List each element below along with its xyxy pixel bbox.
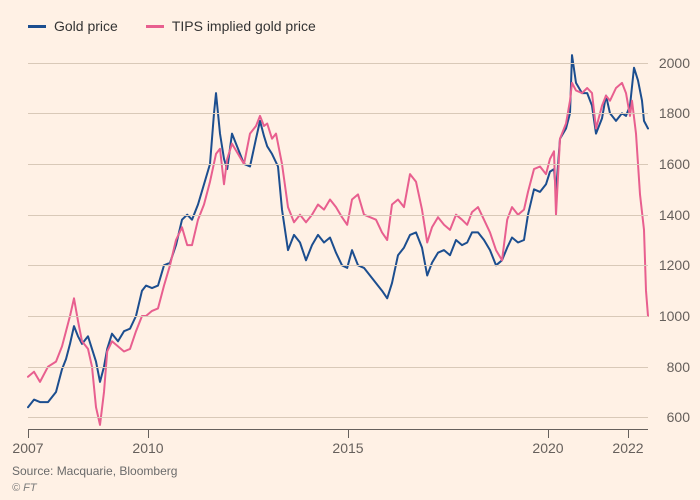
copyright-text: © FT xyxy=(12,482,37,494)
y-axis-label: 1800 xyxy=(659,105,690,121)
gridline xyxy=(28,316,648,317)
y-axis-label: 2000 xyxy=(659,55,690,71)
x-axis-label: 2007 xyxy=(12,440,43,456)
x-tick xyxy=(28,430,29,438)
x-tick xyxy=(628,430,629,438)
legend-swatch xyxy=(146,25,164,28)
gridline xyxy=(28,417,648,418)
y-axis-label: 1400 xyxy=(659,207,690,223)
gridline xyxy=(28,63,648,64)
y-axis-label: 1200 xyxy=(659,257,690,273)
legend-label: Gold price xyxy=(54,18,118,34)
series-line xyxy=(28,83,648,425)
line-chart-svg xyxy=(28,50,648,430)
series-line xyxy=(28,55,648,407)
legend-item-gold: Gold price xyxy=(28,18,118,34)
y-axis-label: 1000 xyxy=(659,308,690,324)
y-axis-label: 1600 xyxy=(659,156,690,172)
chart-container: Gold price TIPS implied gold price 20072… xyxy=(0,0,700,500)
x-axis-baseline xyxy=(28,429,648,430)
legend: Gold price TIPS implied gold price xyxy=(28,18,316,34)
gridline xyxy=(28,164,648,165)
x-axis: 20072010201520202022 xyxy=(28,438,648,458)
gridline xyxy=(28,113,648,114)
legend-item-tips: TIPS implied gold price xyxy=(146,18,316,34)
legend-swatch xyxy=(28,25,46,28)
source-text: Source: Macquarie, Bloomberg xyxy=(12,464,177,478)
x-axis-label: 2020 xyxy=(532,440,563,456)
x-tick xyxy=(548,430,549,438)
x-tick xyxy=(148,430,149,438)
x-axis-label: 2022 xyxy=(612,440,643,456)
plot-area: 20072010201520202022 6008001000120014001… xyxy=(28,50,648,430)
y-axis-label: 800 xyxy=(667,359,690,375)
x-axis-label: 2015 xyxy=(332,440,363,456)
x-axis-label: 2010 xyxy=(132,440,163,456)
y-axis-label: 600 xyxy=(667,409,690,425)
gridline xyxy=(28,215,648,216)
x-tick xyxy=(348,430,349,438)
legend-label: TIPS implied gold price xyxy=(172,18,316,34)
gridline xyxy=(28,367,648,368)
gridline xyxy=(28,265,648,266)
